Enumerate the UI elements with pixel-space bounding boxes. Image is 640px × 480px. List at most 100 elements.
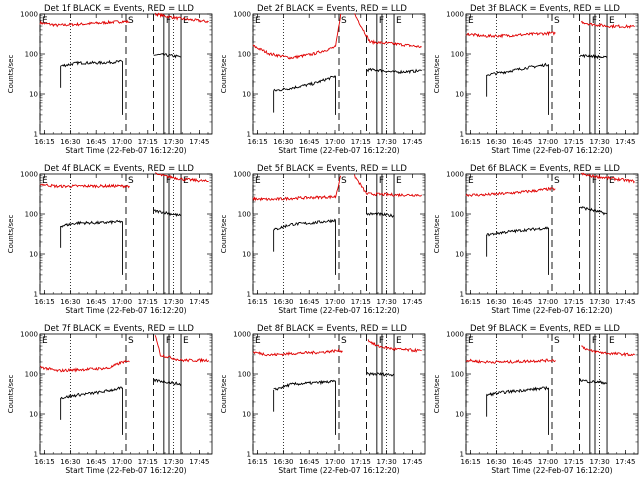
x-tick-label: 16:15 [247,298,267,306]
x-tick-label: 17:30 [163,298,183,306]
x-tick-label: 17:45 [189,458,209,466]
x-tick-label: 16:30 [60,138,80,146]
y-axis-label: Counts/sec [433,215,441,254]
y-tick-label: 100 [238,211,251,219]
lld-series-line [354,13,422,49]
events-series-line [486,226,549,237]
panel-title: Det 8f BLACK = Events, RED = LLD [257,324,407,334]
y-axis-label: Counts/sec [7,375,15,414]
y-tick-label: 1000 [446,11,464,19]
y-tick-label: 1000 [20,331,38,339]
x-axis-label: Start Time (22-Feb-07 16:12:20) [491,466,612,475]
lld-series-line [155,172,209,183]
event-marker-label: E [609,16,615,26]
event-marker-label: E [42,176,48,186]
lld-series-line [354,174,422,198]
lld-series-line [465,358,556,364]
x-tick-label: 17:45 [615,458,635,466]
event-marker-label: E [183,16,189,26]
x-tick-label: 16:30 [486,138,506,146]
y-tick-label: 1000 [446,331,464,339]
event-marker-label: F [166,16,171,26]
x-tick-label: 17:30 [376,298,396,306]
event-marker-label: F [592,16,597,26]
events-series-line [153,378,182,387]
y-tick-label: 10 [29,411,38,419]
x-tick-label: 16:15 [460,138,480,146]
panel-title: Det 4f BLACK = Events, RED = LLD [44,164,194,174]
panel-title: Det 5f BLACK = Events, RED = LLD [257,164,407,174]
event-marker-label: E [183,336,189,346]
lld-series-line [40,359,130,373]
panel-title: Det 1f BLACK = Events, RED = LLD [44,4,194,14]
event-marker-label: F [379,176,384,186]
y-tick-label: 100 [25,371,38,379]
x-tick-label: 17:45 [402,298,422,306]
y-axis-label: Counts/sec [7,215,15,254]
y-tick-label: 100 [238,51,251,59]
x-tick-label: 17:15 [351,298,371,306]
x-tick-label: 17:15 [138,458,158,466]
event-marker-label: E [468,176,474,186]
event-marker-label: F [166,176,171,186]
x-axis-label: Start Time (22-Feb-07 16:12:20) [278,306,399,315]
x-tick-label: 17:30 [589,458,609,466]
x-tick-label: 16:45 [299,138,319,146]
panel-title: Det 9f BLACK = Events, RED = LLD [470,324,620,334]
events-series-line [579,378,608,385]
y-axis-label: Counts/sec [433,375,441,414]
x-tick-label: 16:45 [299,298,319,306]
panel-title: Det 7f BLACK = Events, RED = LLD [44,324,194,334]
events-series-line [273,379,336,391]
events-series-line [579,53,608,60]
y-tick-label: 10 [242,411,251,419]
event-marker-label: S [554,336,560,346]
x-tick-label: 17:45 [615,298,635,306]
x-axis-label: Start Time (22-Feb-07 16:12:20) [65,306,186,315]
x-tick-label: 16:30 [486,298,506,306]
x-tick-label: 16:45 [512,458,532,466]
x-tick-label: 16:45 [512,138,532,146]
y-tick-label: 1 [34,451,38,459]
event-marker-label: S [341,16,347,26]
x-axis-label: Start Time (22-Feb-07 16:12:20) [491,306,612,315]
y-axis-label: Counts/sec [433,55,441,94]
event-marker-label: S [554,16,560,26]
panel-1: Det 1f BLACK = Events, RED = LLD 1 10 100 10… [7,4,213,155]
x-tick-label: 17:00 [112,298,132,306]
events-series-line [153,52,182,59]
y-tick-label: 1 [247,131,251,139]
x-tick-label: 17:00 [325,458,345,466]
event-marker-label: E [42,336,48,346]
x-axis-label: Start Time (22-Feb-07 16:12:20) [278,146,399,155]
event-marker-label: E [42,16,48,26]
x-tick-label: 16:45 [86,138,106,146]
x-tick-label: 17:30 [163,138,183,146]
x-tick-label: 17:45 [189,138,209,146]
lld-series-line [367,339,422,353]
x-tick-label: 17:15 [351,138,371,146]
lld-series-line [154,335,209,364]
event-marker-label: E [255,16,261,26]
x-tick-label: 17:30 [163,458,183,466]
y-tick-label: 100 [25,211,38,219]
x-tick-label: 17:45 [402,458,422,466]
x-tick-label: 16:45 [86,458,106,466]
events-series-line [366,212,394,218]
y-tick-label: 100 [25,51,38,59]
x-tick-label: 17:15 [564,138,584,146]
x-tick-label: 17:15 [564,298,584,306]
lld-series-line [39,183,130,189]
x-tick-label: 17:15 [564,458,584,466]
lld-series-line [581,345,635,358]
x-tick-label: 16:15 [247,138,267,146]
x-tick-label: 17:00 [112,458,132,466]
y-axis-label: Counts/sec [220,215,228,254]
x-tick-label: 17:00 [538,138,558,146]
lld-series-line [465,31,556,39]
x-tick-label: 16:30 [273,458,293,466]
x-tick-label: 17:30 [376,138,396,146]
x-axis-label: Start Time (22-Feb-07 16:12:20) [278,466,399,475]
events-series-line [486,385,549,397]
